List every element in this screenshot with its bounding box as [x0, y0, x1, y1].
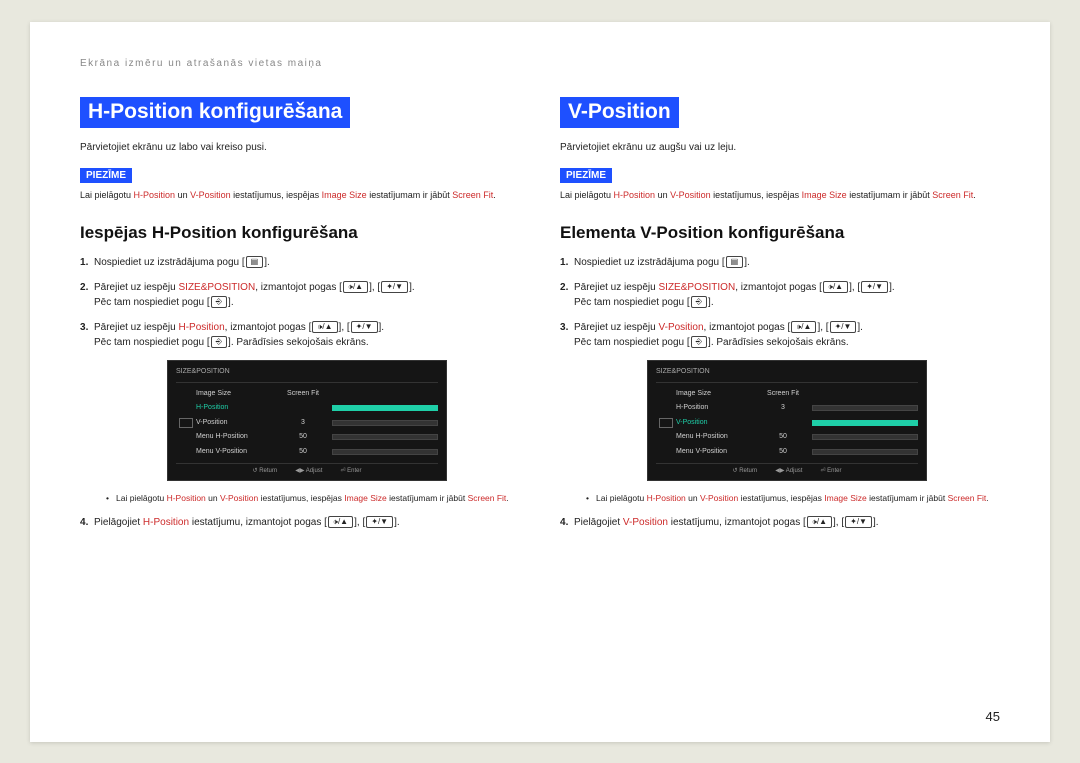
down-icon: ✦/▼ [830, 321, 857, 333]
step-3: Pārejiet uz iespēju V-Position, izmantoj… [560, 320, 1000, 505]
osd-row: Menu V-Position 50 [196, 445, 438, 460]
down-icon: ✦/▼ [351, 321, 378, 333]
osd-slider [812, 449, 918, 455]
osd-side-icon [659, 418, 673, 428]
osd-row-label: Menu V-Position [196, 447, 274, 458]
steps-right: Nospiediet uz izstrādājuma pogu [▤]. Pār… [560, 255, 1000, 530]
osd-screenshot-left: SIZE&POSITION Image Size Screen Fit H-Posi… [94, 360, 520, 481]
up-icon: 🕩/▲ [823, 281, 848, 293]
enter-icon: ⎆ [691, 336, 707, 348]
menu-icon: ▤ [246, 256, 264, 268]
menu-icon: ▤ [726, 256, 744, 268]
osd-footer: Return Adjust Enter [176, 463, 438, 476]
osd-side-icon [179, 418, 193, 428]
down-icon: ✦/▼ [861, 281, 888, 293]
note-label-right: PIEZĪME [560, 168, 612, 183]
osd-row: H-Position [196, 401, 438, 416]
osd-row-value: Screen Fit [760, 389, 806, 400]
up-icon: 🕩/▲ [328, 516, 353, 528]
osd-row: Menu V-Position 50 [676, 445, 918, 460]
osd-row: Menu H-Position 50 [676, 430, 918, 445]
osd-slider [332, 405, 438, 411]
osd-slider [812, 434, 918, 440]
up-icon: 🕩/▲ [807, 516, 832, 528]
page: Ekrāna izmēru un atrašanās vietas maiņa … [30, 22, 1050, 742]
note-text-left: Lai pielāgotu H-Position un V-Position i… [80, 189, 520, 202]
enter-icon: ⎆ [211, 336, 227, 348]
steps-left: Nospiediet uz izstrādājuma pogu [▤]. Pār… [80, 255, 520, 530]
intro-left: Pārvietojiet ekrānu uz labo vai kreiso p… [80, 142, 520, 153]
osd-slider [812, 420, 918, 426]
osd-row: Menu H-Position 50 [196, 430, 438, 445]
osd-row: Image Size Screen Fit [676, 387, 918, 402]
down-icon: ✦/▼ [366, 516, 393, 528]
osd-slider [332, 420, 438, 426]
step-1: Nospiediet uz izstrādājuma pogu [▤]. [560, 255, 1000, 270]
note-bullet-right: Lai pielāgotu H-Position un V-Position i… [574, 493, 1000, 505]
step-3: Pārejiet uz iespēju H-Position, izmantoj… [80, 320, 520, 505]
step-2: Pārejiet uz iespēju SIZE&POSITION, izman… [80, 280, 520, 310]
up-icon: 🕩/▲ [343, 281, 368, 293]
osd-slider [332, 449, 438, 455]
intro-right: Pārvietojiet ekrānu uz augšu vai uz leju… [560, 142, 1000, 153]
osd-row-label: V-Position [196, 418, 274, 429]
up-icon: 🕩/▲ [312, 321, 337, 333]
osd-row-value: 3 [760, 403, 806, 414]
column-left: H-Position konfigurēšana Pārvietojiet ek… [80, 97, 520, 540]
osd-panel: SIZE&POSITION Image SizeScreen FitH-Posi… [647, 360, 927, 481]
osd-row-label: Image Size [676, 389, 754, 400]
down-icon: ✦/▼ [845, 516, 872, 528]
osd-row-value: 50 [760, 447, 806, 458]
note-label-left: PIEZĪME [80, 168, 132, 183]
breadcrumb: Ekrāna izmēru un atrašanās vietas maiņa [80, 58, 1000, 69]
note-text-right: Lai pielāgotu H-Position un V-Position i… [560, 189, 1000, 202]
column-right: V-Position Pārvietojiet ekrānu uz augšu … [560, 97, 1000, 540]
subheading-right: Elementa V-Position konfigurēšana [560, 223, 1000, 243]
osd-slider [812, 405, 918, 411]
osd-row-value: 50 [280, 447, 326, 458]
osd-row-label: Menu H-Position [196, 432, 274, 443]
osd-footer: Return Adjust Enter [656, 463, 918, 476]
osd-panel: SIZE&POSITION Image Size Screen Fit H-Posi… [167, 360, 447, 481]
osd-row-label: Menu V-Position [676, 447, 754, 458]
osd-row-label: V-Position [676, 418, 754, 429]
osd-row: Image Size Screen Fit [196, 387, 438, 402]
osd-row-value: 3 [280, 418, 326, 429]
osd-title: SIZE&POSITION [176, 367, 438, 383]
osd-slider [332, 434, 438, 440]
osd-title: SIZE&POSITION [656, 367, 918, 383]
osd-row-label: H-Position [196, 403, 274, 414]
enter-icon: ⎆ [211, 296, 227, 308]
osd-row: V-Position 3 [196, 416, 438, 431]
up-icon: 🕩/▲ [791, 321, 816, 333]
step-4: Pielāgojiet V-Position iestatījumu, izma… [560, 515, 1000, 530]
osd-row-label: H-Position [676, 403, 754, 414]
osd-row: V-Position [676, 416, 918, 431]
osd-row: H-Position 3 [676, 401, 918, 416]
step-4: Pielāgojiet H-Position iestatījumu, izma… [80, 515, 520, 530]
osd-row-value: 50 [760, 432, 806, 443]
page-number: 45 [986, 709, 1000, 724]
step-2: Pārejiet uz iespēju SIZE&POSITION, izman… [560, 280, 1000, 310]
osd-row-label: Image Size [196, 389, 274, 400]
osd-screenshot-right: SIZE&POSITION Image SizeScreen FitH-Posi… [574, 360, 1000, 481]
heading-h-position: H-Position konfigurēšana [80, 97, 350, 128]
enter-icon: ⎆ [691, 296, 707, 308]
columns: H-Position konfigurēšana Pārvietojiet ek… [80, 97, 1000, 540]
subheading-left: Iespējas H-Position konfigurēšana [80, 223, 520, 243]
heading-v-position: V-Position [560, 97, 679, 128]
osd-row-value: Screen Fit [280, 389, 326, 400]
osd-row-value: 50 [280, 432, 326, 443]
step-1: Nospiediet uz izstrādājuma pogu [▤]. [80, 255, 520, 270]
osd-row-label: Menu H-Position [676, 432, 754, 443]
down-icon: ✦/▼ [381, 281, 408, 293]
note-bullet-left: Lai pielāgotu H-Position un V-Position i… [94, 493, 520, 505]
